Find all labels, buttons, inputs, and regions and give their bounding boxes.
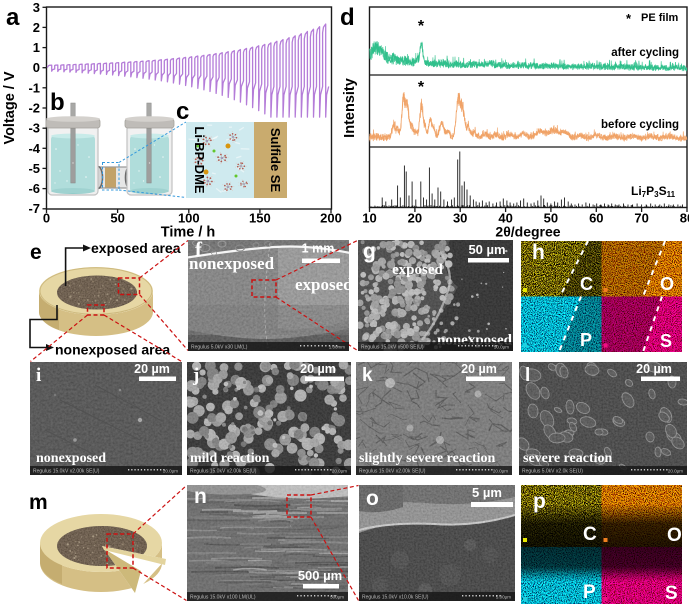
svg-text:c: c — [176, 98, 189, 125]
svg-text:C: C — [583, 524, 597, 545]
svg-text:*: * — [418, 18, 425, 35]
svg-text:nonexposed area: nonexposed area — [55, 342, 170, 358]
svg-text:-3: -3 — [28, 121, 40, 136]
svg-text:O: O — [660, 274, 674, 294]
svg-text:0: 0 — [43, 211, 50, 226]
svg-text:20 µm: 20 µm — [636, 362, 672, 376]
svg-text:10: 10 — [362, 211, 376, 226]
svg-text:nonexposed: nonexposed — [189, 254, 275, 273]
svg-text:after cycling: after cycling — [611, 47, 679, 59]
svg-text:50 µm: 50 µm — [468, 242, 505, 257]
svg-text:3: 3 — [33, 0, 40, 15]
svg-text:e: e — [30, 241, 42, 264]
svg-text:60: 60 — [589, 211, 603, 226]
svg-text:80: 80 — [680, 211, 689, 226]
svg-text:n: n — [194, 485, 207, 508]
svg-text:20 µm: 20 µm — [134, 362, 170, 376]
svg-text:d: d — [340, 4, 355, 31]
svg-text:-7: -7 — [28, 201, 40, 216]
svg-text:100: 100 — [178, 211, 200, 226]
svg-text:h: h — [532, 241, 545, 264]
svg-text:l: l — [525, 365, 530, 386]
svg-text:Regulus 15.0kV x2.00k SE(U): Regulus 15.0kV x2.00k SE(U) — [190, 469, 257, 475]
svg-text:50.0µm: 50.0µm — [494, 345, 509, 350]
svg-text:i: i — [36, 365, 41, 386]
svg-text:-5: -5 — [28, 161, 40, 176]
svg-text:2: 2 — [33, 20, 40, 35]
svg-text:Regulus 5.0kV x30 LM(L): Regulus 5.0kV x30 LM(L) — [191, 345, 248, 351]
svg-text:50: 50 — [544, 211, 558, 226]
svg-text:a: a — [6, 4, 20, 31]
svg-text:O: O — [667, 525, 682, 546]
svg-text:1.00mm: 1.00mm — [329, 345, 346, 350]
svg-text:20.0µm: 20.0µm — [668, 469, 683, 474]
svg-text:exposed: exposed — [295, 275, 353, 294]
svg-text:70: 70 — [634, 211, 648, 226]
svg-text:Sulfide SE: Sulfide SE — [268, 128, 283, 193]
svg-text:20.0µm: 20.0µm — [163, 469, 178, 474]
svg-text:Voltage / V: Voltage / V — [2, 71, 18, 144]
svg-text:20 µm: 20 µm — [300, 362, 336, 376]
svg-text:mild reaction: mild reaction — [190, 451, 270, 466]
svg-text:-6: -6 — [28, 181, 40, 196]
svg-text:2θ/degree: 2θ/degree — [495, 224, 560, 240]
svg-text:slightly severe reaction: slightly severe reaction — [359, 451, 496, 466]
svg-text:Regulus 15.0kV x500 SE(U): Regulus 15.0kV x500 SE(U) — [361, 345, 424, 351]
svg-text:S: S — [660, 331, 672, 351]
svg-text:Regulus 5.0kV x2.0k SE(U): Regulus 5.0kV x2.0k SE(U) — [522, 469, 583, 475]
svg-text:C: C — [580, 274, 593, 294]
svg-text:-2: -2 — [28, 101, 40, 116]
svg-text:severe reaction: severe reaction — [523, 451, 612, 466]
svg-text:k: k — [362, 365, 373, 386]
svg-text:1 mm: 1 mm — [302, 242, 335, 256]
svg-text:40: 40 — [498, 211, 512, 226]
svg-text:5.00µm: 5.00µm — [496, 595, 511, 600]
svg-text:5 µm: 5 µm — [472, 485, 502, 500]
svg-text:0: 0 — [33, 60, 40, 75]
svg-text:PE film: PE film — [641, 12, 679, 24]
svg-text:Intensity: Intensity — [342, 78, 358, 138]
svg-text:Regulus 15.0kV x2.00k SE(U): Regulus 15.0kV x2.00k SE(U) — [359, 469, 426, 475]
svg-text:exposed area: exposed area — [91, 240, 181, 256]
svg-text:20 µm: 20 µm — [461, 362, 497, 376]
svg-text:Regulus 15.0kV x100 LM(UL): Regulus 15.0kV x100 LM(UL) — [190, 595, 256, 601]
svg-text:S: S — [665, 583, 678, 604]
svg-text:*: * — [626, 11, 632, 26]
svg-text:-1: -1 — [28, 80, 40, 95]
svg-text:Regulus 15.0kV x10.0k SE(U): Regulus 15.0kV x10.0k SE(U) — [362, 595, 429, 601]
svg-text:150: 150 — [249, 211, 271, 226]
svg-text:20.0µm: 20.0µm — [493, 469, 508, 474]
svg-text:200: 200 — [320, 211, 342, 226]
svg-text:nonexposed: nonexposed — [36, 451, 106, 466]
svg-text:Time / h: Time / h — [161, 225, 216, 241]
svg-text:Li-BP-DME: Li-BP-DME — [192, 126, 207, 193]
svg-text:500 µm: 500 µm — [298, 568, 342, 583]
svg-text:-4: -4 — [28, 141, 40, 156]
svg-text:exposed: exposed — [392, 262, 443, 278]
svg-text:P: P — [583, 582, 596, 603]
svg-text:g: g — [363, 240, 376, 263]
svg-text:500µm: 500µm — [330, 595, 344, 600]
svg-text:o: o — [366, 487, 379, 510]
svg-text:P: P — [580, 330, 592, 350]
svg-text:p: p — [533, 490, 546, 513]
svg-text:1: 1 — [33, 40, 40, 55]
svg-text:before cycling: before cycling — [601, 119, 679, 131]
svg-text:b: b — [50, 89, 65, 116]
svg-text:*: * — [418, 79, 425, 96]
svg-text:m: m — [29, 491, 48, 514]
svg-text:Regulus 15.0kV x2.00k SE(U): Regulus 15.0kV x2.00k SE(U) — [33, 469, 100, 475]
svg-text:f: f — [195, 237, 203, 261]
svg-text:50: 50 — [110, 211, 124, 226]
svg-text:30: 30 — [453, 211, 467, 226]
svg-text:20.0µm: 20.0µm — [332, 469, 347, 474]
svg-text:20: 20 — [408, 211, 422, 226]
svg-text:j: j — [192, 365, 199, 386]
